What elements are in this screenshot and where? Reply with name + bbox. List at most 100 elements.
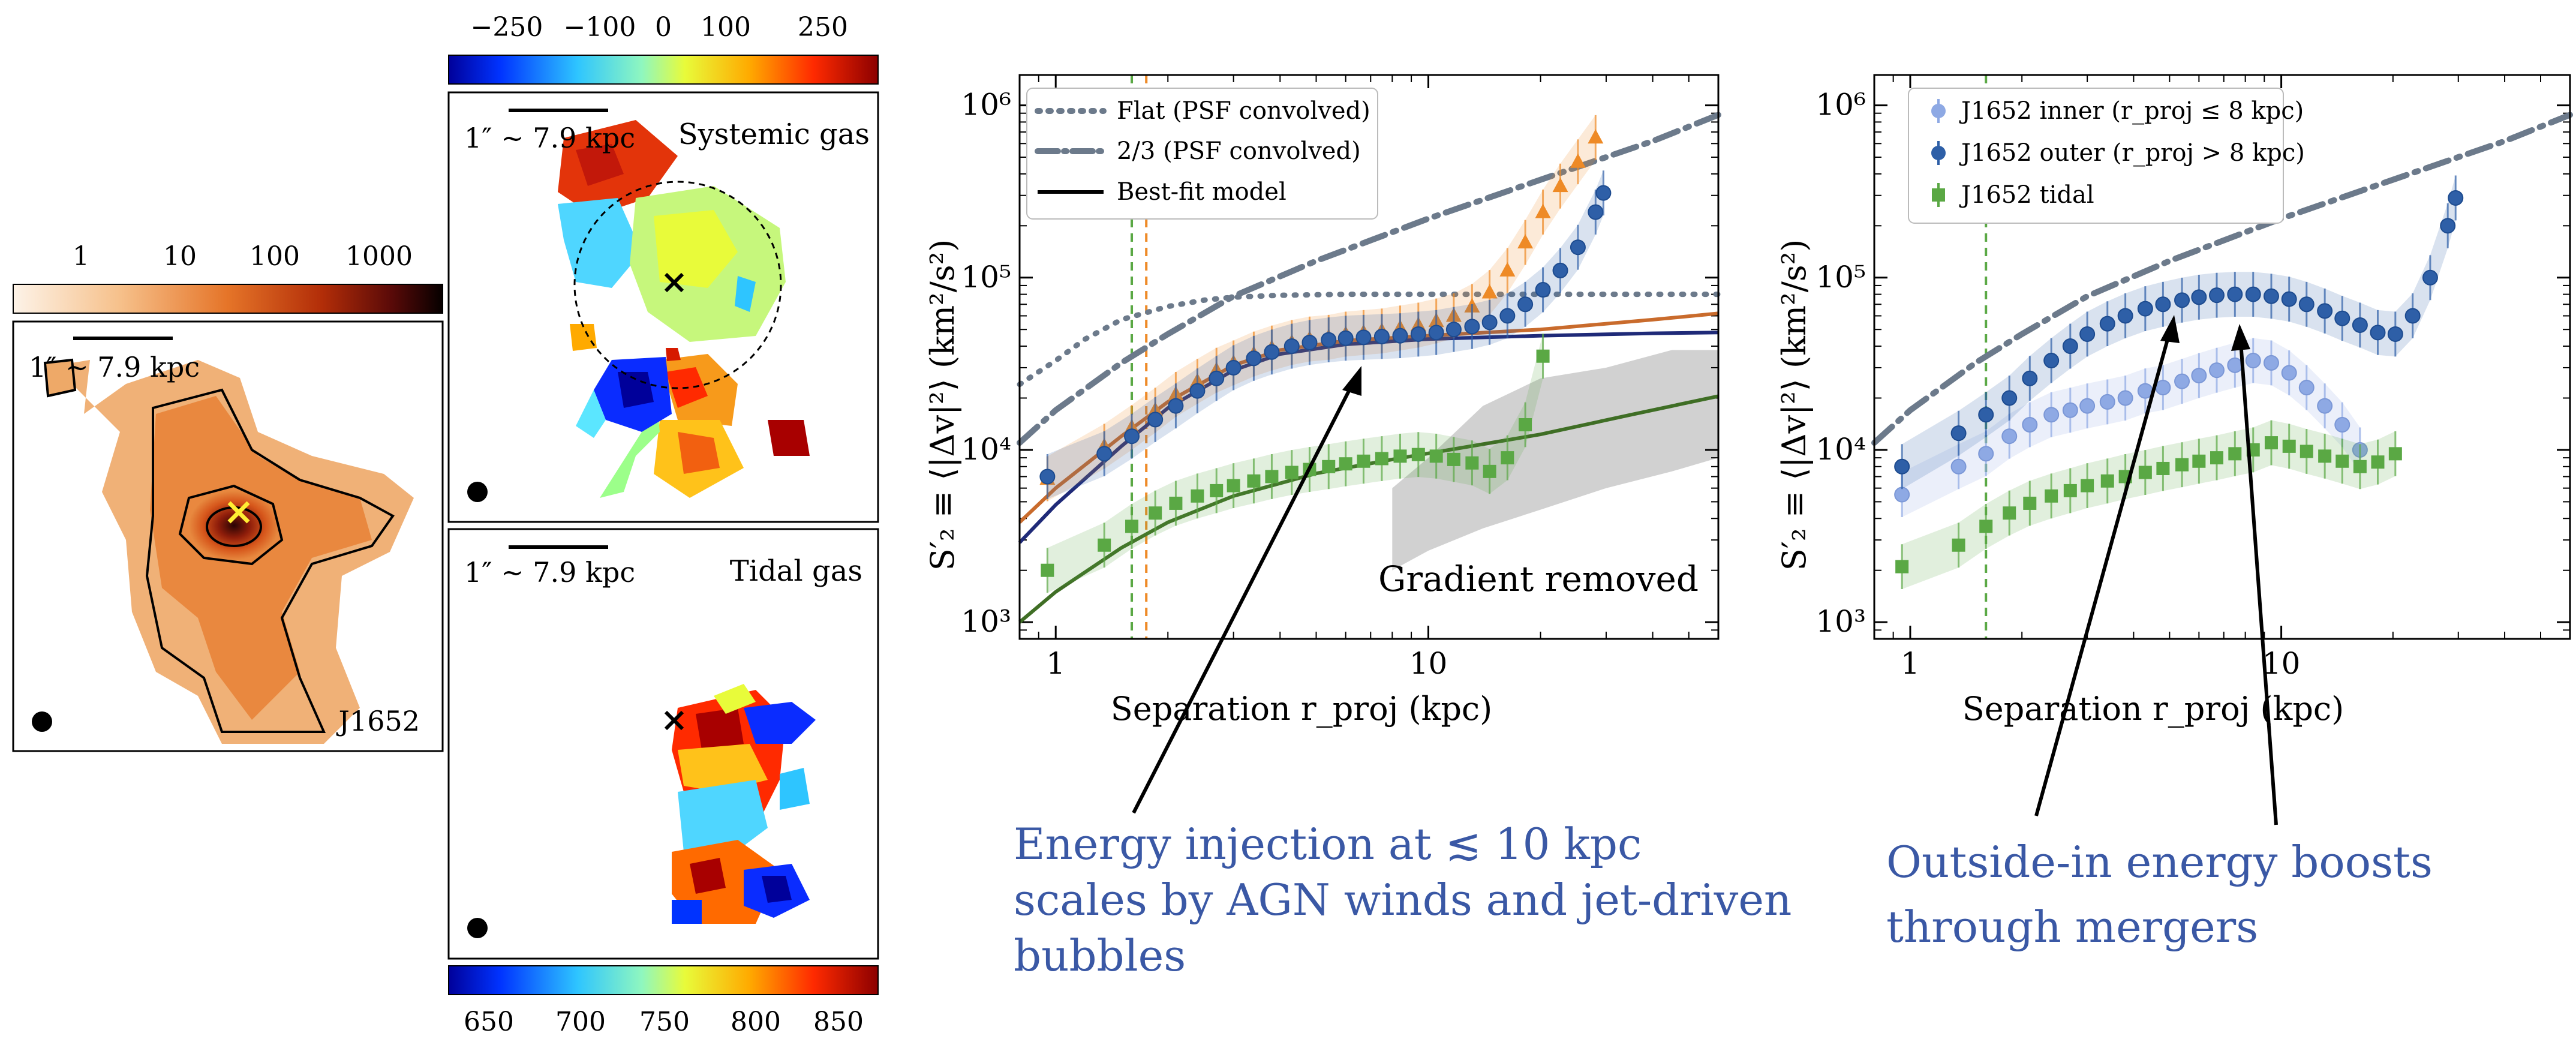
data-point: [2043, 353, 2060, 369]
data-point: [2404, 308, 2421, 324]
data-point: [1210, 484, 1224, 497]
systemic-colorbar: [448, 55, 879, 85]
annotation-right-line: Outside-in energy boosts: [1886, 837, 2433, 887]
annotation-right: Outside-in energy boosts through mergers: [1886, 837, 2433, 952]
data-point: [1246, 350, 1262, 367]
tidal-colorbar-ticks: 650 700 750 800 850: [464, 1007, 864, 1037]
tidal-cb-tick: 800: [731, 1007, 781, 1037]
data-point: [1285, 466, 1298, 479]
data-point: [2063, 484, 2077, 497]
data-point: [2282, 439, 2296, 453]
systemic-beam: [467, 482, 488, 502]
tidal-velocity-field: [672, 684, 816, 924]
data-point: [1357, 454, 1370, 468]
best-fit-line: [1018, 331, 1719, 544]
data-point: [1373, 328, 1390, 344]
data-point: [2264, 436, 2278, 450]
data-point: [2245, 286, 2261, 302]
left-inner-label: Gradient removed: [1378, 558, 1699, 599]
y-tick-label: 10⁴: [961, 432, 1011, 467]
systemic-title: Systemic gas: [678, 118, 870, 151]
data-point: [1321, 332, 1337, 348]
annotation-right-arrows: [2034, 315, 2278, 825]
data-point: [2228, 447, 2242, 461]
left-legend: Flat (PSF convolved) 2/3 (PSF convolved)…: [1026, 88, 1378, 220]
data-point: [2209, 362, 2225, 379]
tidal-title: Tidal gas: [730, 554, 862, 588]
plot-frame: [1873, 74, 2571, 640]
tidal-colorbar: [448, 965, 879, 995]
data-point: [2192, 454, 2206, 468]
systemic-cb-tick: −250: [471, 12, 543, 43]
data-point: [1570, 153, 1586, 168]
y-tick-label: 10⁶: [961, 88, 1011, 122]
data-point: [1189, 383, 1206, 399]
data-point: [1355, 329, 1372, 346]
data-point: [2370, 325, 2386, 341]
data-point: [2298, 380, 2315, 396]
data-point: [1950, 458, 1967, 475]
data-point: [2155, 296, 2171, 313]
tidal-nucleus-marker: [664, 710, 684, 731]
systemic-velocity-field: [558, 120, 810, 498]
data-point: [2387, 326, 2403, 342]
flux-peak-marker: [227, 501, 250, 524]
data-point: [1894, 458, 1910, 475]
data-point: [1499, 308, 1516, 324]
data-point: [2138, 466, 2152, 479]
data-point: [1499, 262, 1516, 277]
data-point: [1125, 520, 1139, 533]
data-point: [2099, 394, 2115, 410]
data-point: [2117, 390, 2133, 406]
flux-colorbar: [13, 284, 443, 314]
data-point: [1552, 178, 1568, 193]
data-point: [2022, 370, 2038, 386]
data-point: [1517, 234, 1534, 249]
data-point: [1039, 469, 1056, 485]
error-band: [1047, 115, 1596, 502]
flux-contour-outer: [145, 388, 395, 733]
data-point: [1570, 239, 1586, 256]
data-point: [2440, 218, 2456, 234]
data-point: [2281, 365, 2297, 381]
data-point: [2175, 458, 2189, 472]
data-point: [2300, 445, 2313, 458]
flux-panel: 1 10 100 1000 1″ ∼ 7.9 kpc J1652: [12, 241, 444, 752]
data-point: [1535, 203, 1551, 218]
left-x-axis-label: Separation r_proj (kpc): [1111, 690, 1492, 728]
data-point: [1588, 204, 1604, 220]
data-point: [2353, 460, 2367, 473]
data-point: [2245, 353, 2261, 369]
data-point: [2318, 449, 2332, 463]
data-point: [1098, 538, 1111, 552]
twothirds-model-line: [1017, 112, 1721, 446]
data-point: [1445, 322, 1462, 338]
flux-cb-tick: 100: [250, 241, 300, 272]
data-point: [2227, 286, 2243, 302]
data-point: [1393, 449, 1407, 463]
annotation-left-line: Energy injection at ≲ 10 kpc: [1014, 819, 1642, 869]
flux-contour-mid: [178, 484, 284, 566]
tidal-cb-tick: 650: [464, 1007, 514, 1037]
tidal-cb-tick: 850: [813, 1007, 864, 1037]
tidal-cb-tick: 750: [639, 1007, 690, 1037]
tidal-beam: [467, 918, 488, 938]
data-point: [2062, 402, 2078, 418]
legend-inner-label: J1652 inner (r_proj ≤ 8 kpc): [1959, 97, 2304, 125]
x-tick-label: 1: [1901, 646, 1920, 681]
y-tick-label: 10⁵: [1815, 260, 1866, 295]
data-point: [2298, 296, 2315, 313]
data-point: [1481, 314, 1498, 331]
systemic-cb-tick: 250: [798, 12, 848, 43]
data-point: [1227, 479, 1240, 493]
best-fit-line: [1018, 394, 1719, 624]
data-point: [1169, 496, 1183, 510]
data-point: [2191, 289, 2207, 305]
data-point: [2422, 269, 2438, 286]
data-point: [1124, 428, 1140, 445]
data-point: [1375, 452, 1388, 466]
y-tick-label: 10⁵: [961, 260, 1011, 295]
data-point: [1284, 338, 1300, 355]
data-point: [2174, 373, 2190, 389]
flux-core: [189, 491, 279, 560]
